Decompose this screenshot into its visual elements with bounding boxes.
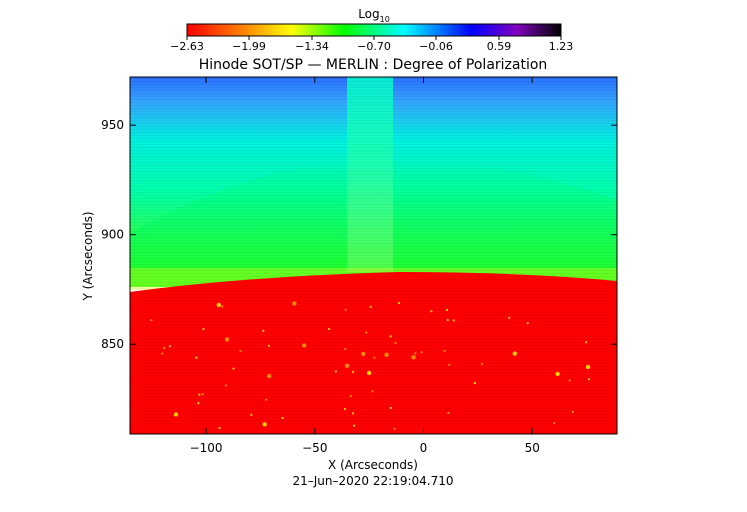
heatmap-image [130,77,617,434]
colorbar-tick-label: 0.59 [487,40,512,53]
colorbar-ticks: −2.63 −1.99 −1.34 −0.70 −0.06 0.59 1.23 [170,36,573,53]
x-tick-label: −50 [302,441,327,455]
colorbar-label-base: Log [358,7,379,21]
colorbar-tick-label: −1.34 [295,40,329,53]
x-tick-label: −100 [190,441,223,455]
y-tick-label: 950 [101,118,124,132]
plot-frame [129,76,618,435]
y-axis-ticks: 850 900 950 [101,118,617,351]
colorbar-label-subscript: 10 [380,15,390,24]
colorbar-label: Log10 [358,7,390,24]
chart-title: Hinode SOT/SP — MERLIN : Degree of Polar… [199,57,548,73]
timestamp: 21–Jun–2020 22:19:04.710 [293,474,454,488]
colorbar-tick-label: −0.70 [357,40,391,53]
colorbar-tick-label: −2.63 [170,40,204,53]
x-tick-label: 0 [420,441,428,455]
colorbar-tick-label: −1.99 [232,40,266,53]
y-tick-label: 900 [101,228,124,242]
colorbar: Log10 −2.63 −1.99 −1.34 −0.70 −0.06 0.59 1.23 [170,7,573,53]
colorbar-tick-label: 1.23 [549,40,574,53]
y-tick-label: 850 [101,337,124,351]
y-axis-label: Y (Arcseconds) [81,211,95,301]
colorbar-tick-label: −0.06 [419,40,453,53]
x-tick-label: 50 [525,441,540,455]
scan-texture [130,77,617,434]
x-axis-ticks: −100 −50 0 50 [190,77,540,455]
colorbar-gradient [186,23,562,37]
x-axis-label: X (Arcseconds) [328,458,418,472]
